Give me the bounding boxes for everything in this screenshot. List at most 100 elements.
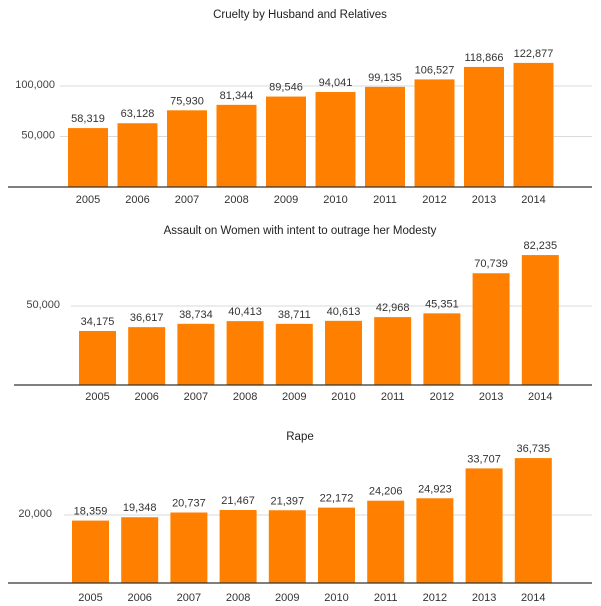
data-label: 20,737 (172, 497, 206, 509)
data-label: 82,235 (523, 240, 557, 252)
x-tick-label: 2010 (331, 391, 355, 403)
bar-2009 (269, 510, 306, 583)
chart-title: Cruelty by Husband and Relatives (213, 9, 387, 21)
x-tick-label: 2005 (85, 391, 109, 403)
chart-title: Rape (286, 431, 314, 443)
data-label: 40,613 (327, 306, 361, 318)
x-tick-label: 2009 (274, 194, 298, 206)
data-label: 58,319 (71, 113, 105, 125)
x-tick-label: 2009 (282, 391, 306, 403)
data-label: 118,866 (465, 52, 504, 64)
bar-2005 (79, 331, 116, 385)
x-tick-label: 2005 (76, 194, 100, 206)
bar-2008 (220, 510, 257, 583)
y-tick-label: 100,000 (15, 79, 55, 91)
x-tick-label: 2008 (226, 592, 250, 604)
bar-2013 (464, 67, 504, 187)
x-tick-label: 2013 (472, 592, 496, 604)
data-label: 63,128 (121, 108, 155, 120)
y-tick-label: 50,000 (26, 299, 60, 311)
bar-2009 (276, 324, 313, 385)
data-label: 99,135 (368, 72, 402, 84)
data-label: 75,930 (170, 95, 204, 107)
x-tick-label: 2014 (521, 194, 545, 206)
chart-title: Assault on Women with intent to outrage … (164, 225, 437, 237)
chart-assault: Assault on Women with intent to outrage … (0, 210, 601, 410)
bar-2010 (325, 321, 362, 385)
data-label: 21,397 (270, 495, 304, 507)
chart-panel-rape: Rape 20,000 18,359 2005 19,348 2006 20,737 2007… (0, 410, 601, 606)
bar-2012 (415, 79, 455, 187)
y-tick-label: 50,000 (21, 130, 55, 142)
chart-panel-cruelty: Cruelty by Husband and Relatives 50,000 10… (0, 0, 601, 210)
data-label: 18,359 (74, 506, 108, 518)
chart-panel-assault: Assault on Women with intent to outrage … (0, 210, 601, 410)
x-tick-label: 2011 (381, 391, 405, 403)
bar-2006 (128, 327, 165, 385)
x-tick-label: 2006 (134, 391, 158, 403)
bar-2012 (416, 498, 453, 583)
x-tick-label: 2012 (430, 391, 454, 403)
bar-2007 (170, 512, 207, 583)
bar-2010 (316, 92, 356, 187)
bar-2013 (473, 273, 510, 385)
data-label: 42,968 (376, 302, 410, 314)
bar-2012 (423, 313, 460, 385)
data-label: 36,617 (130, 312, 164, 324)
data-label: 38,734 (179, 309, 213, 321)
data-label: 94,041 (319, 77, 353, 89)
bar-2006 (121, 517, 158, 583)
data-label: 22,172 (320, 493, 354, 505)
data-label: 45,351 (425, 298, 459, 310)
x-tick-label: 2008 (233, 391, 257, 403)
data-label: 38,711 (278, 309, 311, 321)
x-tick-label: 2010 (323, 194, 347, 206)
x-tick-label: 2006 (125, 194, 149, 206)
bar-2011 (374, 317, 411, 385)
x-tick-label: 2012 (422, 194, 446, 206)
bar-2007 (167, 110, 207, 187)
data-label: 81,344 (220, 90, 254, 102)
x-tick-label: 2007 (175, 194, 199, 206)
data-label: 33,707 (467, 453, 501, 465)
x-tick-label: 2011 (374, 592, 398, 604)
x-tick-label: 2007 (177, 592, 201, 604)
bar-2011 (367, 501, 404, 583)
x-tick-label: 2009 (275, 592, 299, 604)
data-label: 19,348 (123, 502, 157, 514)
chart-cruelty: Cruelty by Husband and Relatives 50,000 10… (0, 0, 601, 210)
x-tick-label: 2014 (521, 592, 545, 604)
data-label: 122,877 (514, 48, 554, 60)
x-tick-label: 2014 (528, 391, 552, 403)
bar-2009 (266, 97, 306, 187)
data-label: 70,739 (474, 258, 508, 270)
x-tick-label: 2008 (224, 194, 248, 206)
x-tick-label: 2012 (423, 592, 447, 604)
bar-2011 (365, 87, 405, 187)
data-label: 24,923 (418, 483, 452, 495)
chart-rape: Rape 20,000 18,359 2005 19,348 2006 20,737 2007… (0, 410, 601, 606)
bar-2014 (522, 255, 559, 385)
bar-2010 (318, 508, 355, 583)
bar-2013 (466, 468, 503, 583)
x-tick-label: 2013 (472, 194, 496, 206)
x-tick-label: 2011 (373, 194, 397, 206)
bar-2005 (72, 521, 109, 583)
data-label: 36,735 (516, 443, 550, 455)
bar-2006 (118, 123, 158, 187)
bar-2008 (217, 105, 257, 187)
x-tick-label: 2013 (479, 391, 503, 403)
y-tick-label: 20,000 (18, 508, 52, 520)
bar-2007 (177, 324, 214, 385)
x-tick-label: 2005 (78, 592, 102, 604)
data-label: 34,175 (81, 316, 115, 328)
data-label: 24,206 (369, 486, 403, 498)
data-label: 106,527 (415, 64, 455, 76)
data-label: 40,413 (228, 306, 262, 318)
bar-2005 (68, 128, 108, 187)
bar-2014 (514, 63, 554, 187)
x-tick-label: 2006 (127, 592, 151, 604)
data-label: 89,546 (269, 82, 303, 94)
x-tick-label: 2007 (184, 391, 208, 403)
bar-2008 (227, 321, 264, 385)
